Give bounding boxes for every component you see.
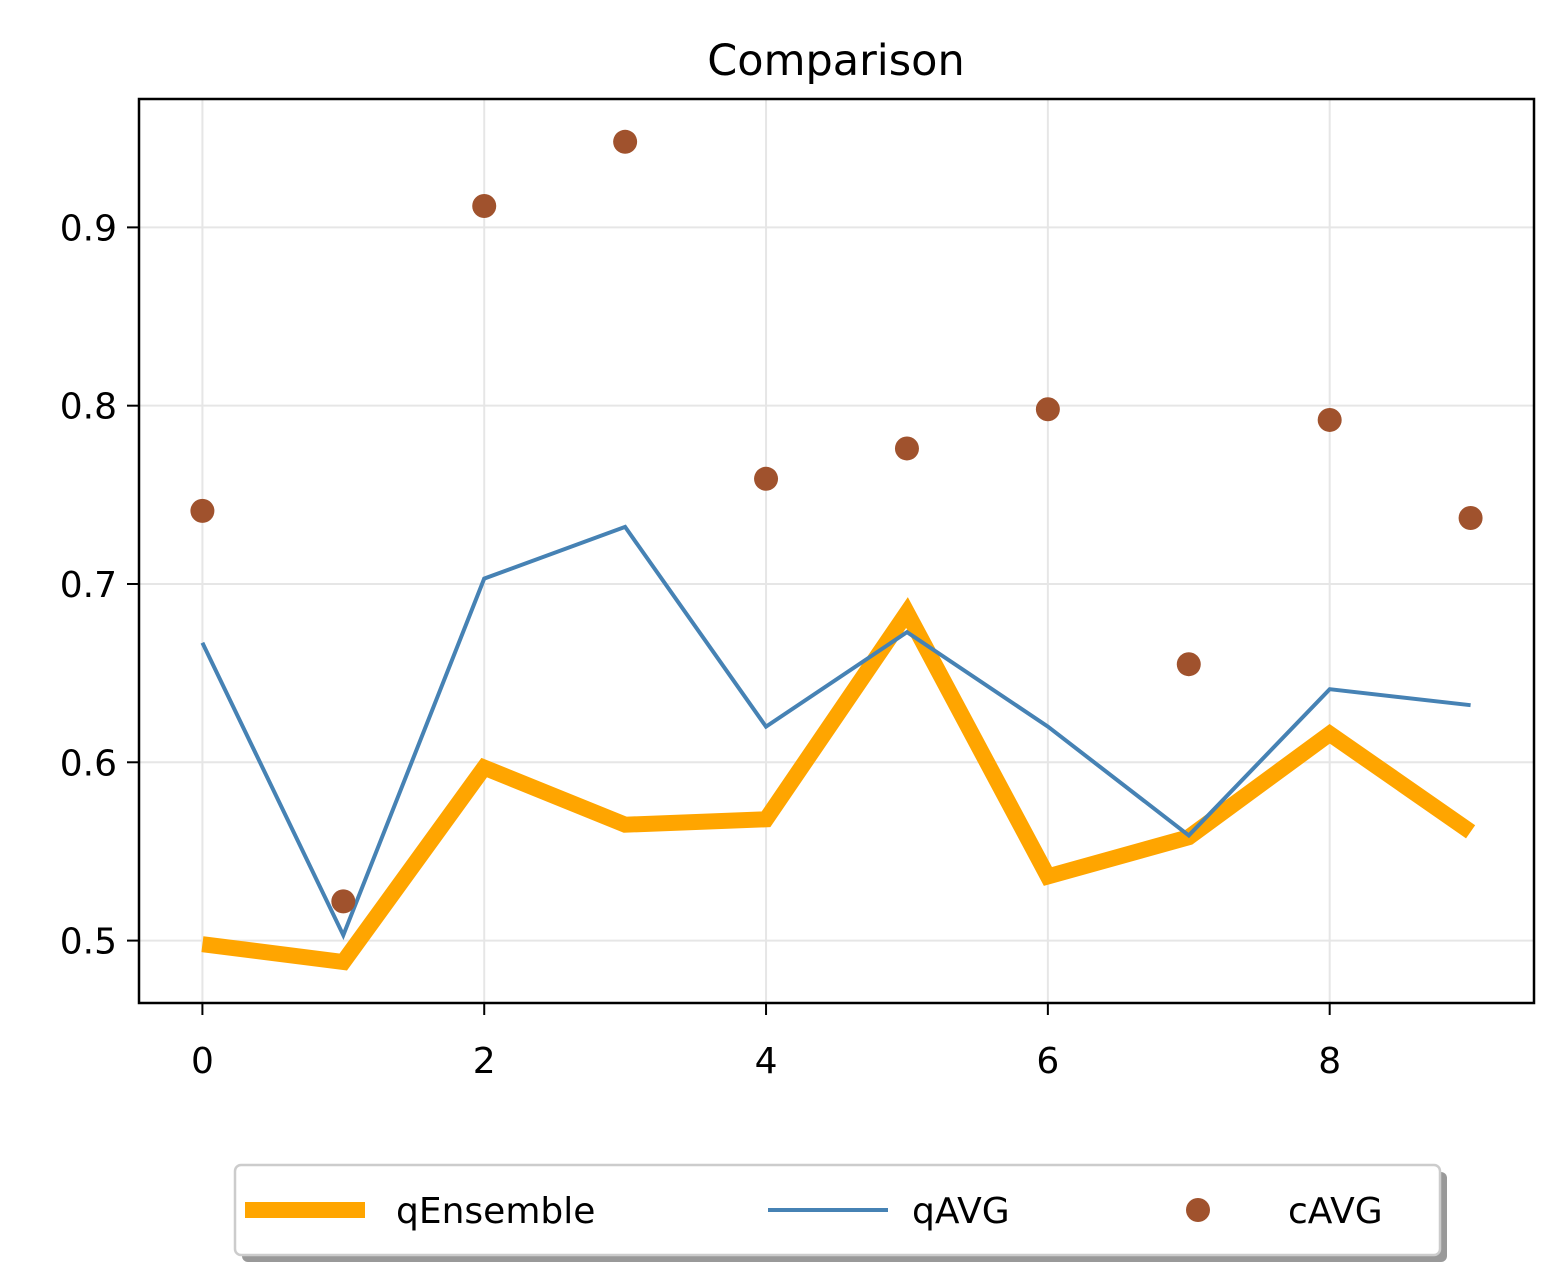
axis-ticks: 0 2 4 6 8 0.5 0.6 0.7 0.8 0.9 xyxy=(60,208,1341,1082)
y-tick-label: 0.8 xyxy=(60,387,117,428)
cavg-point xyxy=(472,193,497,218)
x-tick-label: 0 xyxy=(191,1041,214,1082)
plot-series xyxy=(190,129,1483,971)
y-tick-label: 0.6 xyxy=(60,743,117,784)
y-tick-label: 0.9 xyxy=(60,208,117,249)
qavg-line xyxy=(200,524,1471,941)
cavg-point xyxy=(754,466,779,491)
cavg-point xyxy=(1035,397,1060,422)
legend: qEnsemble qAVG cAVG xyxy=(233,1163,1447,1262)
x-tick-label: 2 xyxy=(473,1041,496,1082)
cavg-point xyxy=(894,436,919,461)
x-tick-label: 6 xyxy=(1036,1041,1059,1082)
cavg-point xyxy=(1176,652,1201,677)
y-tick-label: 0.5 xyxy=(60,922,117,963)
cavg-point xyxy=(1458,506,1483,531)
plot-frame xyxy=(137,97,1536,1005)
legend-label-cavg: cAVG xyxy=(1288,1191,1383,1232)
qensemble-line xyxy=(201,597,1476,971)
legend-label-qensemble: qEnsemble xyxy=(396,1191,595,1232)
legend-marker-cavg xyxy=(1186,1198,1210,1222)
y-tick-label: 0.7 xyxy=(60,565,117,606)
x-tick-label: 4 xyxy=(755,1041,778,1082)
cavg-point xyxy=(613,129,638,154)
cavg-point xyxy=(190,498,215,523)
grid xyxy=(139,99,1534,1003)
cavg-point xyxy=(331,889,356,914)
legend-label-qavg: qAVG xyxy=(912,1191,1010,1232)
x-tick-label: 8 xyxy=(1318,1041,1341,1082)
cavg-point xyxy=(1317,407,1342,432)
chart-title: Comparison xyxy=(707,36,964,86)
